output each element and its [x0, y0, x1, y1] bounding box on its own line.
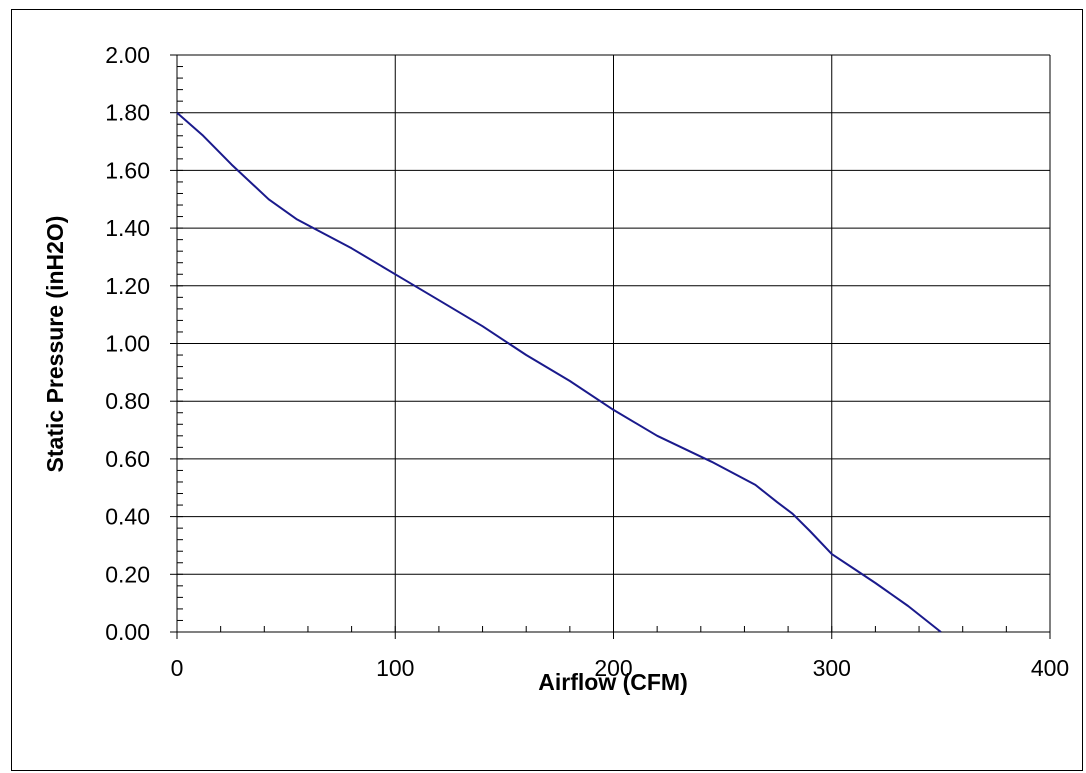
y-tick-label: 1.60: [105, 157, 150, 183]
y-tick-label: 1.80: [105, 100, 150, 126]
y-tick-label: 0.40: [105, 504, 150, 530]
y-tick-label: 1.00: [105, 331, 150, 357]
x-axis-title: Airflow (CFM): [538, 669, 687, 695]
series-group: [177, 113, 941, 632]
y-tick-labels: 0.00 0.20 0.40 0.60 0.80 1.00 1.20 1.40 1.60 1.80…: [105, 42, 150, 645]
axes: [170, 55, 1050, 639]
y-tick-label: 1.40: [105, 215, 150, 241]
y-tick-label: 0.80: [105, 388, 150, 414]
x-tick-label: 100: [376, 655, 414, 681]
y-tick-label: 0.00: [105, 619, 150, 645]
x-tick-label: 0: [171, 655, 184, 681]
y-tick-label: 2.00: [105, 42, 150, 68]
x-tick-label: 300: [813, 655, 851, 681]
y-tick-label: 0.60: [105, 446, 150, 472]
x-tick-label: 400: [1031, 655, 1069, 681]
y-axis-title: Static Pressure (inH2O): [42, 216, 68, 473]
y-tick-label: 1.20: [105, 273, 150, 299]
y-tick-label: 0.20: [105, 561, 150, 587]
grid-lines: [177, 55, 1050, 632]
series-line: [177, 113, 941, 632]
